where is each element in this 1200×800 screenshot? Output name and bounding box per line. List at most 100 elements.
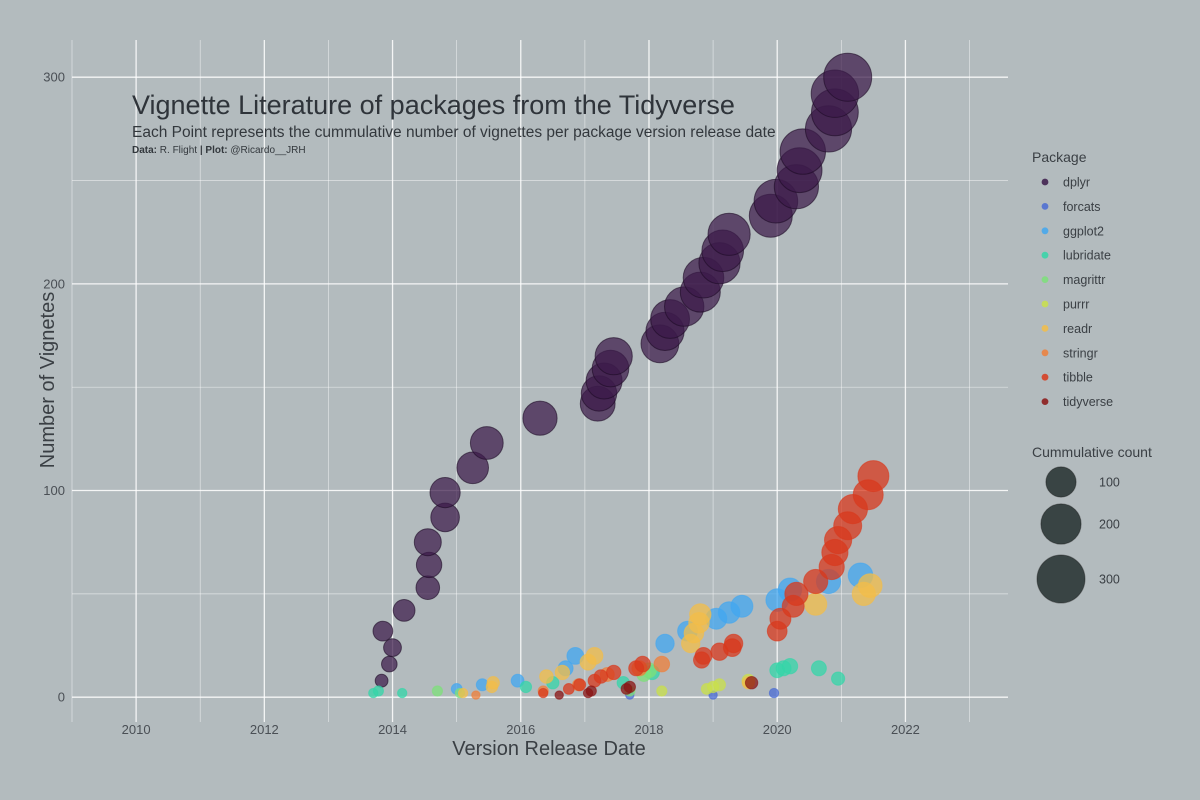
legend-key-tibble	[1041, 373, 1049, 381]
data-point-magrittr	[431, 685, 443, 697]
x-tick-label: 2022	[891, 722, 920, 737]
legend-label-lubridate: lubridate	[1063, 249, 1111, 263]
data-point-tibble	[573, 678, 587, 692]
legend-key-ggplot2	[1041, 227, 1049, 235]
data-point-readr	[486, 676, 500, 690]
legend-package: Package dplyr forcats ggplot2 lubridate magr…	[1032, 149, 1113, 409]
series-tibble	[538, 460, 890, 699]
y-tick-label: 0	[58, 690, 65, 705]
series-tidyverse	[554, 676, 759, 700]
legend-package-title: Package	[1032, 149, 1087, 165]
y-tick-label: 300	[43, 70, 65, 85]
data-point-dplyr	[413, 528, 442, 557]
data-point-dplyr	[707, 212, 751, 256]
legend-label-stringr: stringr	[1063, 346, 1098, 360]
legend-label-dplyr: dplyr	[1063, 176, 1090, 190]
data-point-tidyverse	[585, 685, 597, 697]
legend-key-magrittr	[1041, 276, 1049, 283]
legend-key-purrr	[1041, 300, 1049, 308]
legend-key-tidyverse	[1041, 398, 1049, 405]
caption-data-source: R. Flight	[160, 145, 197, 156]
legend-size-label: 200	[1099, 518, 1120, 532]
data-point-lubridate	[519, 680, 533, 694]
x-axis-title: Version Release Date	[452, 738, 645, 760]
data-point-dplyr	[415, 575, 441, 601]
data-point-readr	[457, 687, 469, 699]
data-point-purrr	[656, 685, 668, 697]
data-point-dplyr	[392, 599, 416, 622]
legend-cumulative-count: Cummulative count 100 200 300	[1032, 444, 1152, 604]
data-point-ggplot2	[730, 594, 754, 618]
data-point-lubridate	[781, 658, 799, 675]
x-tick-label: 2020	[763, 722, 792, 737]
legend-key-lubridate	[1041, 251, 1049, 259]
legend-label-tidyverse: tidyverse	[1063, 395, 1113, 409]
data-point-stringr	[471, 690, 481, 700]
caption-plot-prefix: Plot:	[205, 145, 227, 156]
data-point-tibble	[538, 687, 549, 699]
legend-key-readr	[1041, 325, 1049, 332]
data-point-readr	[857, 573, 883, 598]
series-dplyr	[372, 52, 873, 688]
data-point-ggplot2	[655, 633, 675, 654]
data-point-dplyr	[374, 673, 389, 688]
data-point-tibble	[857, 460, 890, 493]
data-point-dplyr	[429, 477, 461, 509]
y-tick-label: 100	[43, 483, 65, 498]
legend-size-key	[1040, 503, 1082, 545]
data-point-tibble	[634, 655, 651, 673]
data-point-readr	[554, 664, 571, 681]
chart-caption: Data: R. Flight | Plot: @Ricardo__JRH	[132, 145, 306, 156]
legend-key-forcats	[1041, 203, 1049, 210]
data-point-tibble	[723, 633, 744, 654]
legend-size-label: 100	[1099, 476, 1120, 490]
x-tick-label: 2010	[122, 722, 151, 737]
point-layer	[368, 52, 890, 700]
data-point-dplyr	[381, 655, 398, 673]
data-point-purrr	[713, 678, 726, 692]
legend-label-tibble: tibble	[1063, 371, 1093, 385]
y-tick-label: 200	[43, 276, 65, 291]
x-tick-label: 2014	[378, 722, 407, 737]
data-point-dplyr	[383, 638, 402, 657]
legend-label-forcats: forcats	[1063, 200, 1101, 214]
chart-subtitle: Each Point represents the cummulative nu…	[132, 124, 776, 141]
x-tick-label: 2016	[506, 722, 535, 737]
legend-label-purrr: purrr	[1063, 298, 1089, 312]
data-point-readr	[539, 669, 554, 684]
data-point-tibble	[694, 647, 713, 665]
legend-size-key	[1045, 466, 1077, 498]
legend-size-key	[1036, 554, 1086, 604]
data-point-tidyverse	[554, 690, 564, 700]
caption-separator: |	[200, 145, 203, 156]
data-point-lubridate	[831, 671, 846, 686]
legend-label-ggplot2: ggplot2	[1063, 224, 1104, 238]
data-point-dplyr	[522, 400, 558, 436]
data-point-stringr	[653, 655, 671, 673]
data-point-tibble	[562, 683, 575, 695]
axis-layer: 2010 2012 2014 2016 2018 2020 2022 0 100 200 300	[43, 70, 920, 737]
data-point-dplyr	[594, 337, 633, 376]
data-point-tibble	[593, 669, 609, 684]
data-point-dplyr	[823, 52, 873, 102]
x-tick-label: 2012	[250, 722, 279, 737]
data-point-lubridate	[397, 687, 408, 699]
series-readr	[457, 573, 883, 699]
data-point-tibble	[606, 664, 622, 681]
legend-size-title: Cummulative count	[1032, 444, 1152, 460]
legend-label-magrittr: magrittr	[1063, 273, 1105, 287]
caption-data-prefix: Data:	[132, 145, 157, 156]
data-point-tibble	[784, 581, 809, 607]
y-axis-title: Number of Vignetes	[37, 292, 59, 468]
data-point-dplyr	[372, 620, 394, 642]
data-point-dplyr	[469, 426, 504, 460]
data-point-tidyverse	[623, 680, 636, 694]
chart-title: Vignette Literature of packages from the…	[132, 90, 735, 120]
legend-key-dplyr	[1041, 178, 1049, 186]
title-block: Vignette Literature of packages from the…	[132, 90, 776, 156]
data-point-lubridate	[372, 685, 384, 697]
x-tick-label: 2018	[635, 722, 664, 737]
data-point-lubridate	[810, 660, 827, 677]
